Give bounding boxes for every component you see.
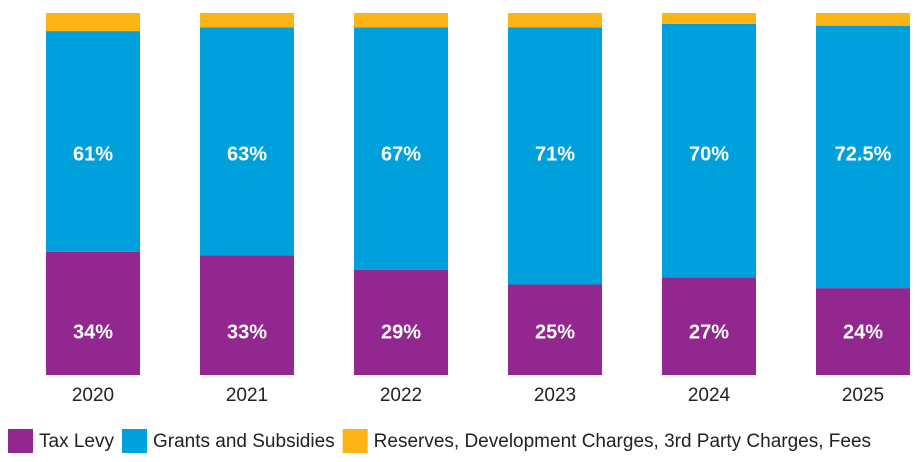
bar-segment: [46, 13, 140, 32]
x-tick-label: 2025: [842, 385, 884, 406]
bar-segment: [816, 25, 910, 289]
legend-swatch: [8, 429, 33, 453]
x-tick-label: 2024: [688, 385, 731, 406]
x-tick-label: 2023: [534, 385, 576, 406]
bar-segment: [662, 277, 756, 375]
bar-segment: [354, 270, 448, 375]
bar-segment: [816, 288, 910, 375]
value-label: 72.5%: [835, 143, 892, 165]
x-tick-label: 2021: [226, 385, 268, 406]
value-label: 25%: [535, 321, 575, 343]
bar-segment: [508, 13, 602, 28]
bar-segment: [354, 27, 448, 271]
value-label: 63%: [227, 143, 267, 165]
bar-segment: [200, 13, 294, 28]
legend-swatch: [342, 429, 368, 453]
value-label: 34%: [73, 321, 113, 343]
legend-label: Grants and Subsidies: [153, 431, 335, 452]
x-tick-label: 2022: [380, 385, 422, 406]
legend-label: Reserves, Development Charges, 3rd Party…: [374, 431, 871, 452]
bar-segment: [46, 31, 140, 252]
value-label: 33%: [227, 321, 267, 343]
bar-segment: [200, 27, 294, 256]
legend-swatch: [121, 429, 147, 453]
bar-segment: [508, 27, 602, 285]
value-label: 71%: [535, 143, 575, 165]
legend-label: Tax Levy: [39, 431, 114, 452]
value-label: 67%: [381, 143, 421, 165]
bar-segment: [662, 23, 756, 278]
value-label: 27%: [689, 321, 729, 343]
bar-segment: [662, 13, 756, 24]
value-label: 24%: [843, 321, 883, 343]
value-label: 70%: [689, 143, 729, 165]
x-tick-label: 2020: [72, 385, 114, 406]
bar-segment: [46, 251, 140, 375]
bar-segment: [816, 13, 910, 26]
bar-segment: [200, 255, 294, 375]
bar-segment: [508, 284, 602, 375]
value-label: 29%: [381, 321, 421, 343]
bar-segment: [354, 13, 448, 28]
value-label: 61%: [73, 143, 113, 165]
